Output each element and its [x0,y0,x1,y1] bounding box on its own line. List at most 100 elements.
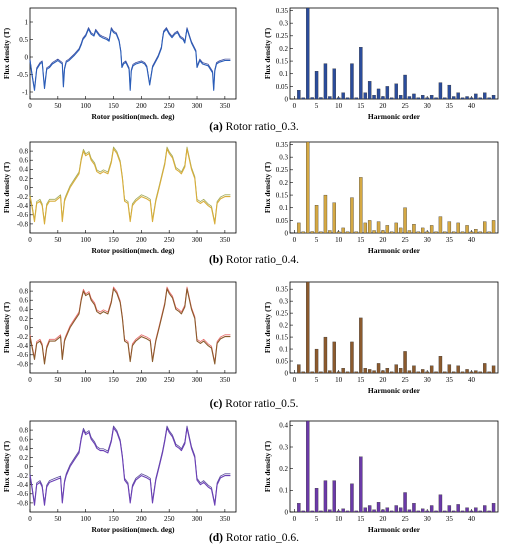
chart-b-bar-ytick-label-0: 0 [285,229,289,237]
chart-d-bar-ytick-label-0: 0 [285,508,289,516]
chart-d-bar-ytick-label-4: 0.4 [279,422,288,430]
chart-b-bar-ytick-label-6: 0.3 [279,154,288,162]
chart-b-bar-xtick-label-7: 35 [446,236,454,244]
chart-c-bar-bar-32 [434,371,438,374]
chart-b-line-ytick-label-0: -0.8 [17,220,29,228]
chart-b-line-xtick-label-7: 350 [220,236,231,244]
chart-a-bar-xtick-label-5: 25 [402,102,410,110]
chart-b-line-ytick-label-4: 0 [25,184,29,192]
chart-c-line-ytick-label-4: 0 [25,324,29,332]
chart-d-bar-bar-15 [359,456,363,513]
caption-c: (c) Rotor ratio_0.5. [0,398,508,410]
chart-d-bar-xtick-label-3: 15 [357,515,365,523]
chart-c-bar-bar-33 [438,356,443,374]
chart-b-bar-bar-5 [314,205,319,234]
chart-a-bar-bar-31 [429,95,434,100]
chart-d-bar-bar-25 [403,492,407,513]
chart-d-bar-bar-41 [474,507,478,513]
chart-c-bar-ytick-label-5: 0.25 [276,310,289,318]
chart-a-line-ytick-label-3: 0.5 [19,36,28,44]
chart-a-bar-bar-43 [483,92,487,100]
chart-a-bar-bar-11 [341,92,345,100]
chart-b-line-xtick-label-1: 50 [54,236,62,244]
chart-c-bar-bar-23 [394,364,398,374]
chart-b-bar-xtick-label-8: 40 [468,236,476,244]
chart-b-line-xtick-label-3: 150 [108,236,119,244]
chart-b-bar-ytick-label-4: 0.2 [279,179,288,187]
caption-b: (b) Rotor ratio_0.4. [0,254,508,266]
chart-b-bar-bar-7 [323,194,328,234]
chart-b-bar-bar-9 [332,202,336,234]
chart-b-bar-bar-3 [306,141,310,234]
chart-c-line-ytick-label-6: 0.4 [19,306,28,314]
chart-c-bar-bar-40 [469,371,474,374]
chart-b-bar-bar-29 [421,227,425,234]
chart-c-bar-xtick-label-7: 35 [446,376,454,384]
chart-d-line-ytick-label-1: -0.6 [17,490,29,498]
chart-a-line-xtick-label-1: 50 [54,102,62,110]
chart-d-bar-bar-2 [301,510,305,513]
chart-a-bar-bar-12 [345,97,350,100]
chart-c-line-ytick-label-5: 0.2 [19,315,28,323]
chart-b-bar-xtick-label-4: 20 [379,236,387,244]
chart-c-bar-bar-13 [350,341,354,374]
chart-b-line-xtick-label-0: 0 [28,236,32,244]
chart-a-line-xtick-label-7: 350 [220,102,231,110]
chart-b-bar-ytick-label-3: 0.15 [276,191,289,199]
chart-c-bar-bar-37 [456,365,460,374]
chart-c-bar-bar-6 [319,371,323,374]
chart-a-bar-ytick-label-3: 0.15 [276,57,289,65]
chart-d-bar-xtick-label-8: 40 [468,515,476,523]
chart-d-line-series-line [29,427,231,506]
chart-b-line-ytick-label-8: 0.8 [19,148,28,156]
chart-a-line-xtick-label-4: 200 [136,102,147,110]
chart-a-bar-bar-21 [385,86,390,100]
chart-d-bar-xtick-label-2: 10 [335,515,343,523]
chart-a-bar-xtick-label-3: 15 [357,102,365,110]
chart-d-bar-ylabel: Flux density (T) [263,440,272,492]
chart-c-line-xtick-label-2: 100 [80,376,91,384]
chart-c-bar-bar-18 [372,370,376,374]
chart-d-bar-bar-26 [407,509,412,513]
chart-a-bar-bar-27 [412,93,416,100]
chart-c-bar-bar-12 [345,371,350,374]
chart-d-line-ytick-label-0: -0.8 [17,499,29,507]
chart-d-bar-xtick-label-4: 20 [379,515,387,523]
chart-a-bar-bar-23 [394,83,398,100]
chart-d-bar-bar-31 [429,505,434,513]
chart-c-bar-bar-9 [332,341,336,374]
chart-b-bar-bar-18 [372,230,376,234]
chart-a-bar-bar-39 [465,96,469,100]
chart-a-bar-xtick-label-2: 10 [335,102,343,110]
chart-b-line-xtick-label-5: 250 [164,236,175,244]
chart-b-bar-xtick-label-6: 30 [424,236,432,244]
chart-c-bar-bar-30 [425,371,429,374]
chart-b-bar-xlabel: Harmonic order [368,246,421,255]
chart-c-bar-bar-10 [336,371,341,374]
chart-c-bar-bar-31 [429,365,434,374]
chart-c-bar-ylabel: Flux density (T) [263,301,272,353]
chart-d-bar-bar-21 [385,507,390,513]
chart-b-bar-ytick-label-1: 0.05 [276,217,289,225]
caption-c-text: Rotor ratio_0.5. [222,398,299,410]
chart-c-bar-bar-5 [314,348,319,374]
chart-a-line-xtick-label-5: 250 [164,102,175,110]
chart-b-bar-ytick-label-5: 0.25 [276,166,289,174]
chart-b-bar-ylabel: Flux density (T) [263,161,272,213]
chart-c-bar-xtick-label-1: 5 [315,376,319,384]
chart-c-bar-bar-45 [491,365,496,374]
chart-c-bar-xtick-label-2: 10 [335,376,343,384]
chart-d-bar-xtick-label-6: 30 [424,515,432,523]
chart-c-bar-bar-15 [359,317,363,374]
chart-b-bar-bar-24 [398,227,403,234]
chart-d-line-ylabel: Flux density (T) [2,440,11,492]
caption-b-letter: (b) [208,254,224,266]
chart-b-bar-bar-14 [354,231,359,234]
chart-b-bar-bar-10 [336,231,341,234]
chart-c-bar-bar-41 [474,370,478,374]
chart-d-bar-bar-19 [376,502,381,513]
chart-c-bar-ytick-label-7: 0.35 [276,286,289,294]
chart-b-line-xtick-label-4: 200 [136,236,147,244]
chart-b-bar-bar-28 [416,231,421,234]
chart-b-bar-ytick-label-2: 0.1 [279,204,288,212]
